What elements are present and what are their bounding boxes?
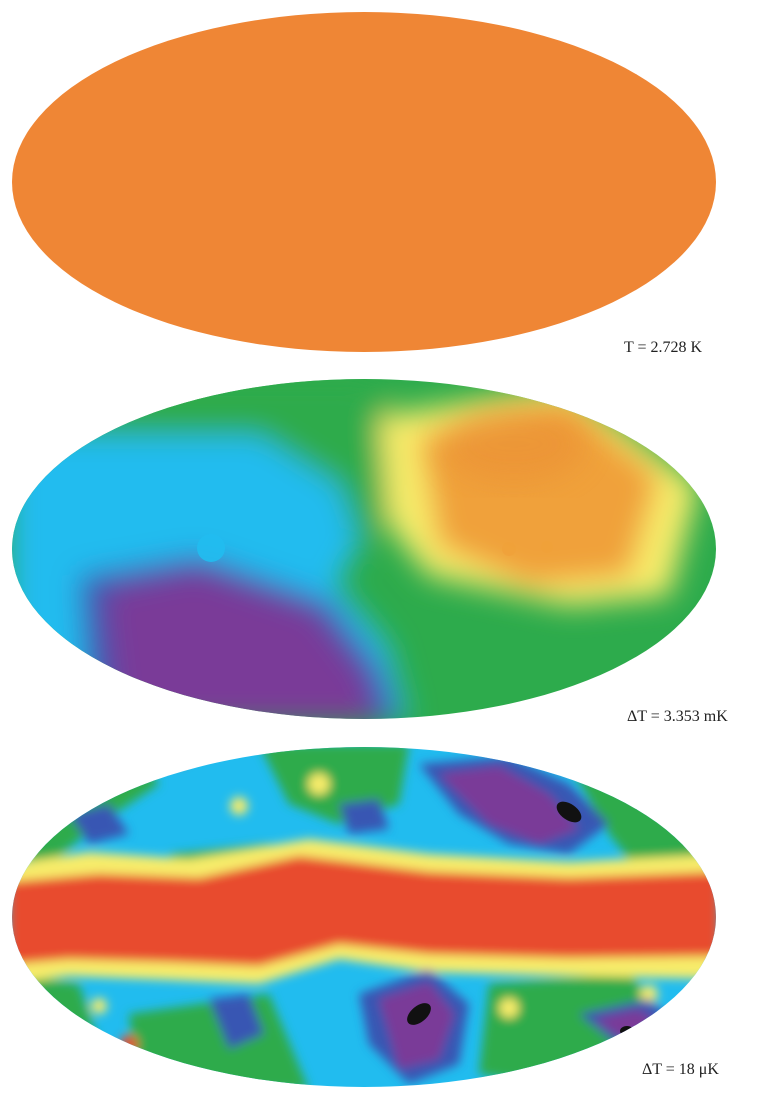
anisotropy-field — [12, 747, 716, 1087]
dipole-anisotropy-sky-map — [12, 379, 716, 719]
uniform-map-caption: T = 2.728 K — [624, 339, 703, 356]
dipole-map-caption: ΔT = 3.353 mK — [627, 708, 728, 725]
small-scale-anisotropy-sky-map — [12, 747, 716, 1087]
uniform-sky-ellipse — [12, 12, 716, 352]
dipole-field — [12, 379, 716, 719]
uniform-temperature-sky-map — [12, 12, 716, 352]
anisotropy-map-caption: ΔT = 18 μK — [642, 1061, 719, 1078]
